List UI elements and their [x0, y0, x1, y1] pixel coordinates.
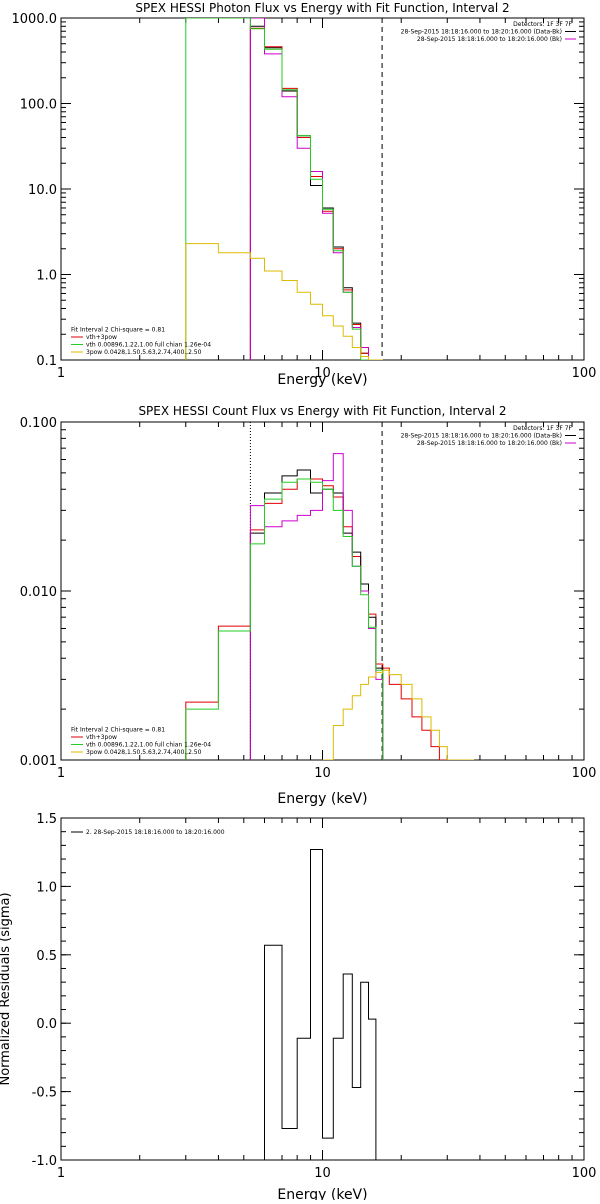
legend-entry: Detectors: 1F 3F 7F: [513, 425, 572, 432]
chart-title: SPEX HESSI Photon Flux vs Energy with Fi…: [135, 1, 509, 15]
series-group: [185, 18, 383, 360]
x-tick-label: 100: [572, 766, 597, 781]
x-tick-label: 1: [57, 1166, 65, 1181]
y-axis: 0.1 1.0 10.0 100.0 1000.0: [12, 12, 584, 369]
y-tick-label: 0.1: [36, 354, 57, 369]
y-tick-label: 1.5: [36, 812, 57, 827]
photon-flux-panel: SPEX HESSI Photon Flux vs Energy with Fi…: [12, 1, 597, 388]
series-black-line: [250, 849, 383, 1160]
series-magenta-line: [249, 18, 383, 360]
legend-entry: 3pow 0.0428,1.50,5.63,2.74,400.,2.50: [86, 349, 202, 356]
series-group: [185, 453, 475, 760]
y-tick-label: -0.5: [32, 1086, 57, 1101]
legend-entry: 28-Sep-2015 18:18:16.000 to 18:20:16.000…: [417, 440, 562, 447]
chart-title: SPEX HESSI Count Flux vs Energy with Fit…: [138, 404, 506, 418]
legend-entry: vth+3pow: [86, 334, 117, 341]
legend-entry: Fit Interval 2 Chi-square = 0.81: [71, 327, 165, 334]
x-axis-label: Energy (keV): [277, 791, 367, 807]
series-green-line: [185, 18, 383, 360]
x-axis: 1 10 100 Energy (keV): [57, 818, 597, 1203]
y-axis: -1.0 -0.5 0.0 0.5 1.0 1.5 Normalized Residuals…: [0, 812, 584, 1169]
legend-entry: 3pow 0.0428,1.50,5.63,2.74,400.,2.50: [86, 749, 202, 756]
x-tick-label: 100: [572, 366, 597, 381]
legend-entry: 28-Sep-2015 18:18:16.000 to 18:20:16.000…: [401, 433, 562, 440]
series-black-line: [249, 469, 384, 760]
x-tick-label: 100: [572, 1166, 597, 1181]
legend-entry: Detectors: 1F 3F 7F: [513, 21, 572, 28]
series-group: [250, 849, 383, 1160]
x-axis: 1 10 100 Energy (keV): [57, 18, 597, 388]
legend-entry: 28-Sep-2015 18:18:16.000 to 18:20:16.000…: [417, 36, 562, 43]
y-tick-label: 0.5: [36, 949, 57, 964]
y-tick-label: 10.0: [28, 183, 57, 198]
y-axis: 0.001 0.010 0.100: [20, 416, 584, 769]
series-yellow-line: [322, 669, 475, 760]
x-tick-label: 1: [57, 766, 65, 781]
legend-entry: Fit Interval 2 Chi-square = 0.81: [71, 727, 165, 734]
plot-frame: [60, 421, 585, 761]
x-axis-label: Energy (keV): [277, 1187, 367, 1200]
y-tick-label: 100.0: [20, 98, 57, 113]
y-tick-label: 0.010: [20, 585, 57, 600]
x-tick-label: 10: [314, 1166, 331, 1181]
series-black-line: [249, 25, 383, 360]
y-tick-label: 1.0: [36, 880, 57, 895]
y-tick-label: 1000.0: [12, 12, 58, 27]
residuals-panel: 1 10 100 Energy (keV) -1.0 -0.5 0.0 0.5 1.0 1.5 No…: [0, 812, 597, 1203]
y-tick-label: -1.0: [32, 1154, 57, 1169]
x-tick-label: 10: [314, 766, 331, 781]
x-axis-label: Energy (keV): [277, 372, 367, 388]
legend-entry: vth+3pow: [86, 734, 117, 741]
legend-entry: vth 0.00896,1.22,1.00 full chian 1.26e-0…: [86, 342, 211, 349]
x-axis: 1 10 100 Energy (keV): [57, 422, 597, 807]
y-tick-label: 1.0: [36, 269, 57, 284]
x-tick-label: 10: [314, 366, 331, 381]
legend-left: 2. 28-Sep-2015 18:18:16.000 to 18:20:16.…: [71, 829, 225, 836]
legend-entry: 28-Sep-2015 18:18:16.000 to 18:20:16.000…: [401, 29, 562, 36]
x-tick-label: 1: [57, 366, 65, 381]
count-flux-panel: SPEX HESSI Count Flux vs Energy with Fit…: [20, 404, 597, 807]
legend-left: Fit Interval 2 Chi-square = 0.81vth+3pow…: [71, 327, 211, 356]
y-tick-label: 0.100: [20, 416, 57, 431]
y-tick-label: 0.001: [20, 754, 57, 769]
legend-entry: 2. 28-Sep-2015 18:18:16.000 to 18:20:16.…: [86, 829, 225, 836]
series-red-line: [185, 478, 455, 760]
series-red-line: [249, 27, 383, 360]
series-yellow-line: [185, 243, 383, 360]
legend-left: Fit Interval 2 Chi-square = 0.81vth+3pow…: [71, 727, 211, 756]
series-green-line: [185, 478, 384, 760]
y-axis-label: Normalized Residuals (sigma): [0, 892, 13, 1085]
legend-entry: vth 0.00896,1.22,1.00 full chian 1.26e-0…: [86, 742, 211, 749]
y-tick-label: 0.0: [36, 1017, 57, 1032]
